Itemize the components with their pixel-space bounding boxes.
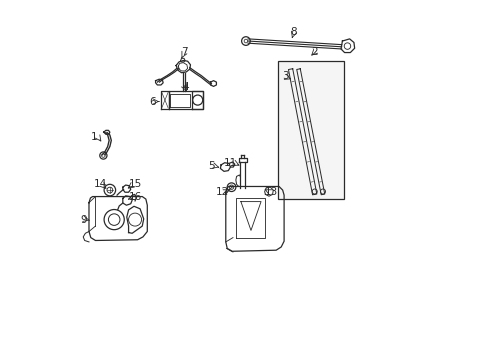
Text: 14: 14	[94, 179, 107, 189]
Text: 9: 9	[80, 215, 86, 225]
Text: 13: 13	[264, 186, 277, 197]
Text: 5: 5	[207, 161, 214, 171]
Text: 3: 3	[281, 71, 288, 81]
Text: 12: 12	[216, 187, 229, 197]
Text: 1: 1	[90, 132, 97, 142]
Text: 2: 2	[311, 47, 317, 57]
Bar	[277, 61, 344, 199]
Text: 16: 16	[128, 192, 142, 202]
Text: 15: 15	[128, 179, 142, 189]
Text: 8: 8	[289, 27, 296, 37]
Text: 6: 6	[149, 96, 156, 107]
Text: 11: 11	[224, 158, 237, 168]
Text: 7: 7	[181, 47, 187, 57]
Text: 4: 4	[183, 82, 189, 92]
